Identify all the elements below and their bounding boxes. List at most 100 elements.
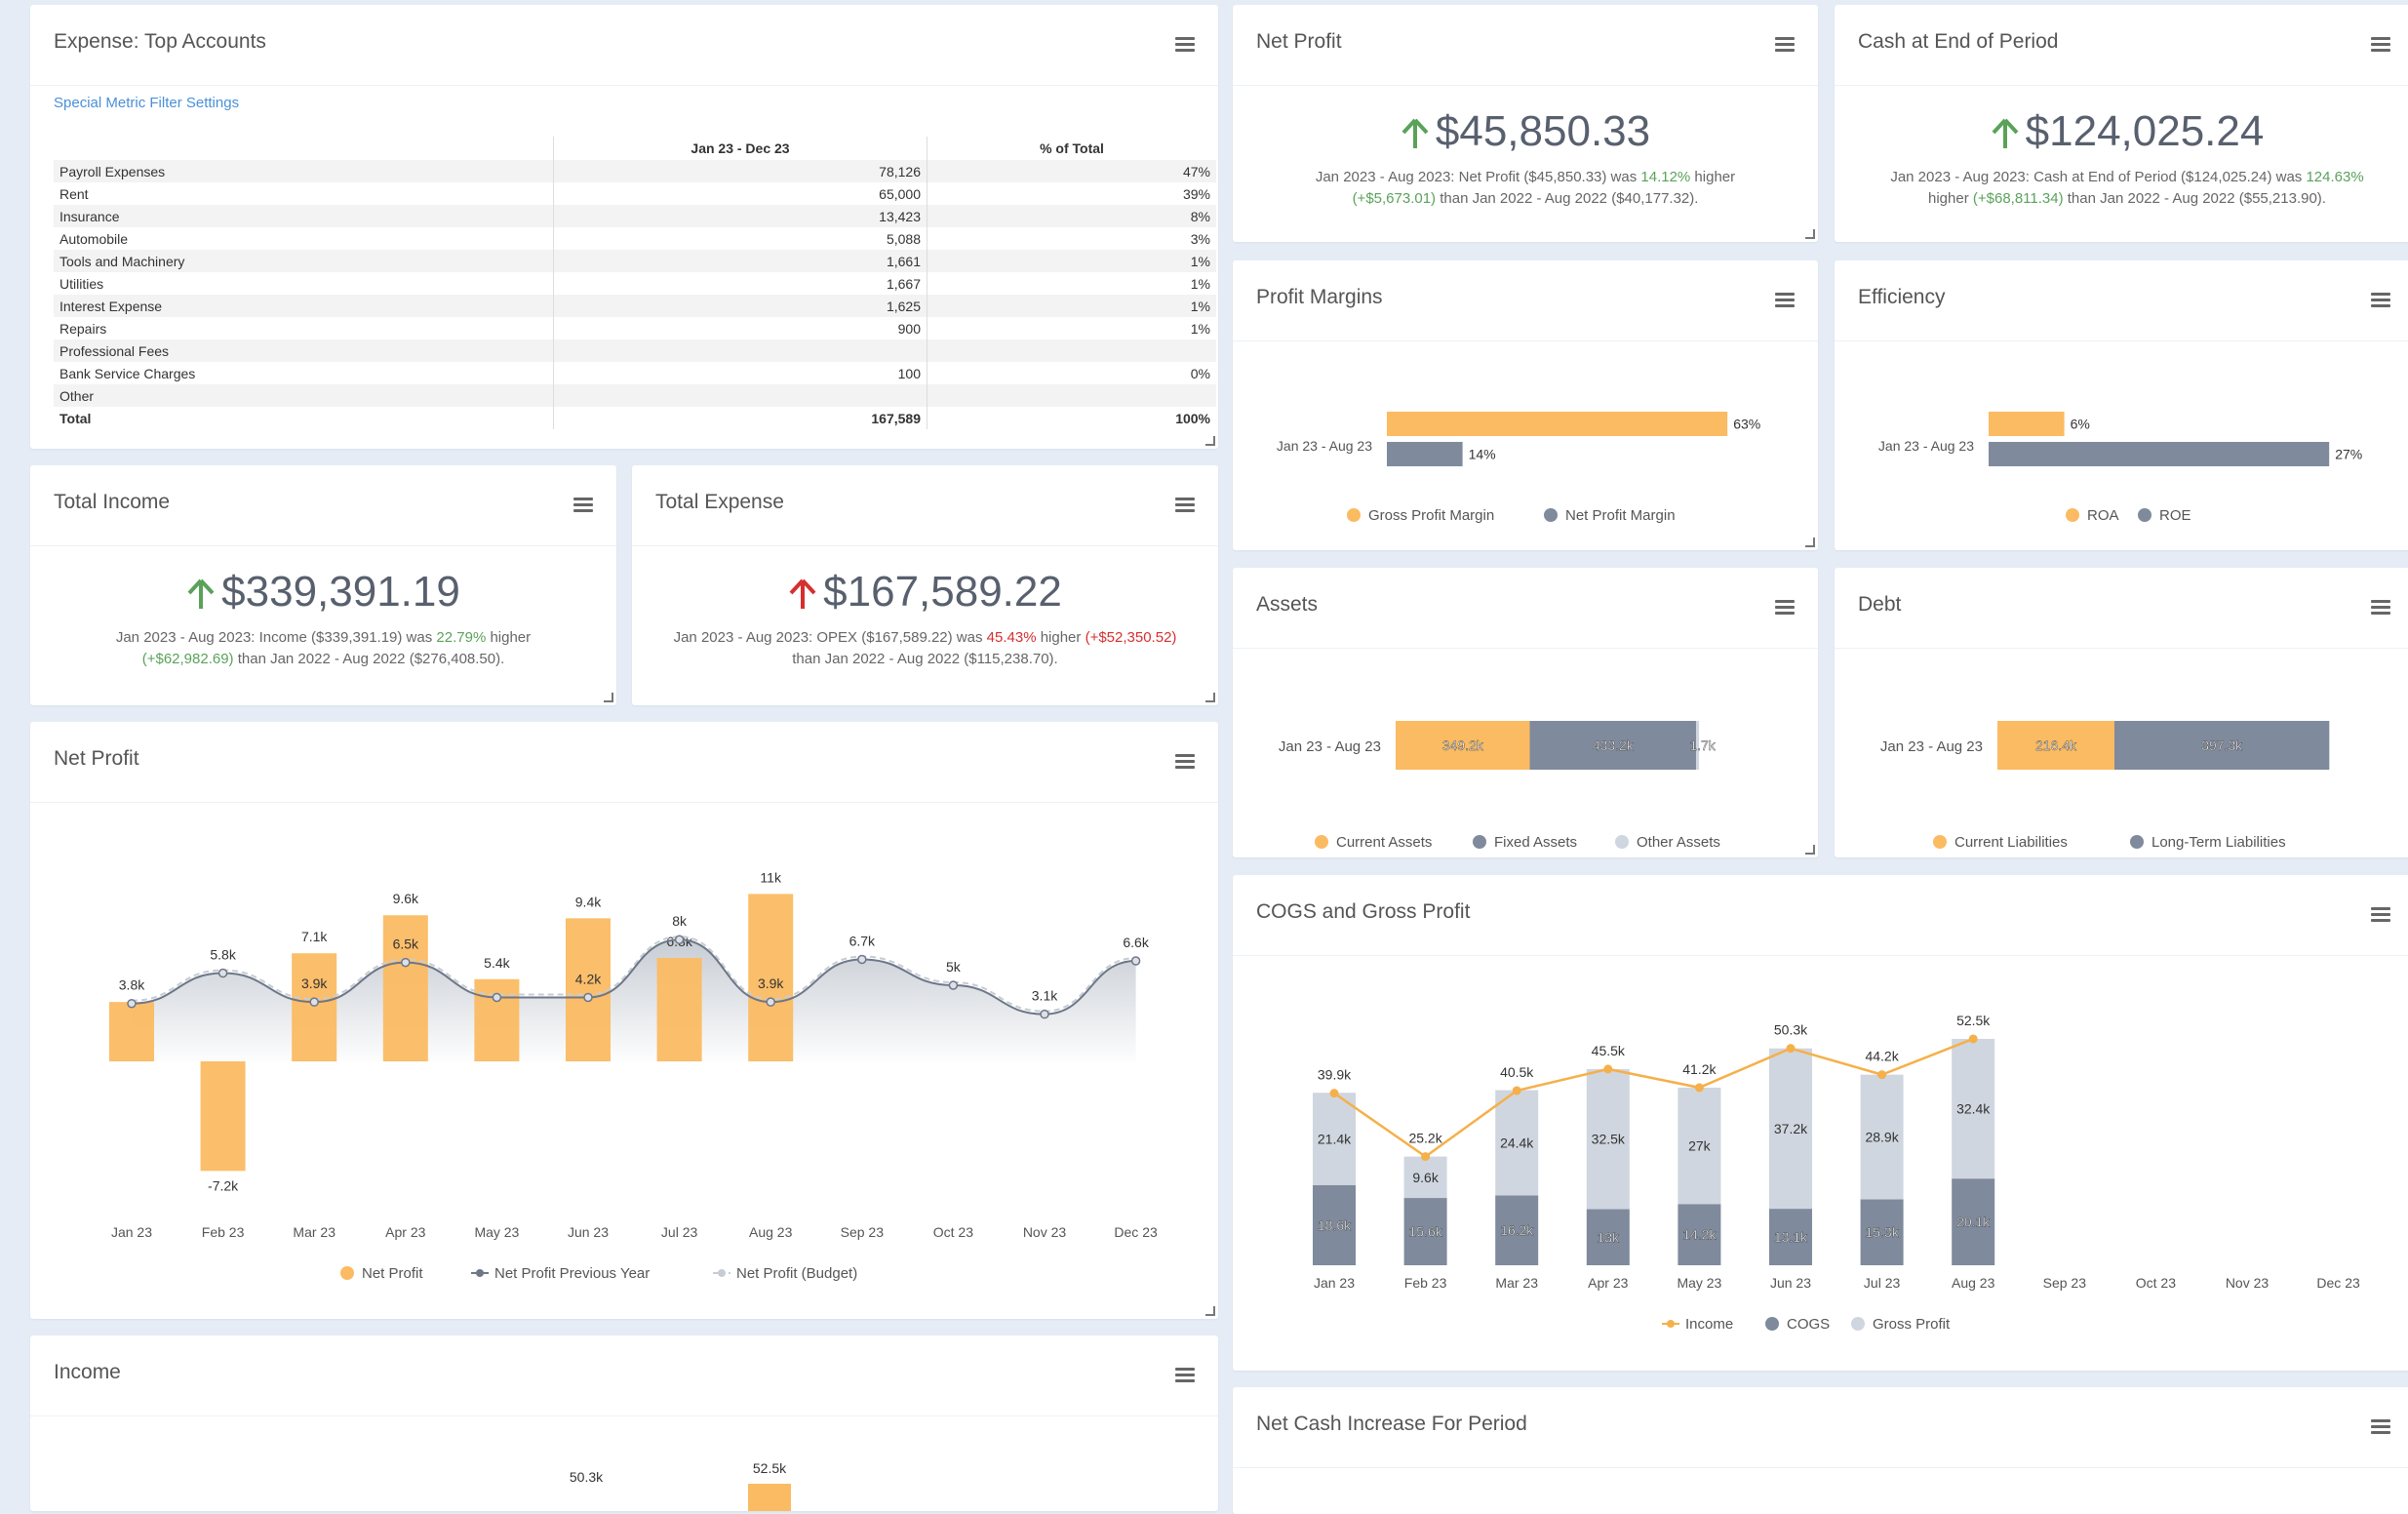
menu-icon[interactable]	[1175, 754, 1195, 769]
menu-icon[interactable]	[573, 498, 593, 512]
card-title: Income	[54, 1361, 121, 1383]
kpi-desc-text: Jan 2023 - Aug 2023: Net Profit ($45,850…	[1315, 169, 1641, 185]
column-header: Jan 23 - Dec 23	[553, 137, 928, 160]
x-tick-label: Jan 23	[111, 1224, 152, 1240]
kpi-desc-change: (+$5,673.01)	[1352, 190, 1437, 207]
menu-icon[interactable]	[2371, 600, 2390, 615]
legend-label: ROE	[2159, 507, 2191, 524]
resize-handle[interactable]	[1805, 845, 1815, 855]
bar-value-label: 14%	[1469, 447, 1496, 462]
budget-line	[131, 936, 1136, 1013]
card-title: Debt	[1858, 593, 1902, 616]
legend-marker-icon	[1933, 835, 1947, 849]
legend-label: Other Assets	[1637, 834, 1720, 851]
cogs-bar	[1586, 1209, 1630, 1265]
cogs-bar	[1860, 1199, 1904, 1265]
legend-label: COGS	[1787, 1316, 1830, 1333]
special-metric-filter-link[interactable]: Special Metric Filter Settings	[54, 95, 240, 111]
legend-marker-icon	[1347, 508, 1361, 522]
kpi-desc-pct: 45.43%	[986, 629, 1037, 646]
menu-icon[interactable]	[1175, 498, 1195, 512]
table-cell: Automobile	[59, 230, 129, 247]
legend-marker-icon	[1851, 1317, 1865, 1331]
card-title: Total Income	[54, 491, 171, 513]
menu-icon[interactable]	[2371, 37, 2390, 52]
x-tick-label: Apr 23	[385, 1224, 425, 1240]
menu-icon[interactable]	[2371, 293, 2390, 307]
line-value-label: 3.9k	[758, 976, 784, 991]
table-header-row: Jan 23 - Dec 23 % of Total	[54, 137, 1216, 160]
legend-marker-icon	[2138, 508, 2151, 522]
resize-handle[interactable]	[1205, 693, 1215, 702]
x-tick-label: May 23	[1677, 1275, 1721, 1291]
x-tick-label: Aug 23	[1952, 1275, 1995, 1291]
total-expense-card: Total Expense $167,589.22 Jan 2023 - Aug…	[632, 465, 1218, 705]
line-point	[492, 992, 502, 1003]
line-value-label: 5k	[946, 959, 962, 975]
debt-chart: Jan 23 - Aug 23 216.4k 397.3k Current Liabi…	[1880, 721, 2330, 851]
card-title: Efficiency	[1858, 286, 1946, 308]
efficiency-card: Efficiency Jan 23 - Aug 23 6% 27% ROA ROE	[1835, 260, 2408, 550]
income-value-label: 40.5k	[1500, 1064, 1534, 1080]
table-row: Repairs 900 1%	[54, 317, 1216, 339]
cogs-bar	[1495, 1195, 1539, 1265]
gross-profit-value-label: 27k	[1688, 1138, 1712, 1154]
table-row: Professional Fees	[54, 339, 1216, 362]
bar-value-label: 1.7k	[1689, 737, 1716, 753]
resize-handle[interactable]	[604, 693, 613, 702]
table-cell: 1,625	[553, 295, 928, 317]
line-value-label: 3.1k	[1032, 988, 1058, 1004]
table-cell: 8%	[927, 205, 1216, 227]
x-tick-label: Jan 23	[1314, 1275, 1355, 1291]
resize-handle[interactable]	[1205, 436, 1215, 446]
kpi-description: Jan 2023 - Aug 2023: OPEX ($167,589.22) …	[632, 627, 1218, 670]
menu-icon[interactable]	[1175, 1368, 1195, 1382]
line-point	[948, 980, 959, 990]
gross-profit-bar	[1678, 1087, 1721, 1205]
line-point	[309, 997, 319, 1007]
table-cell: Other	[54, 384, 554, 407]
income-value-label: 44.2k	[1865, 1049, 1899, 1064]
resize-handle[interactable]	[1205, 1306, 1215, 1316]
bar-value-label: 11k	[760, 869, 782, 885]
menu-icon[interactable]	[2371, 1419, 2390, 1434]
bar-segment	[2114, 721, 2330, 770]
legend-marker-icon	[2066, 508, 2079, 522]
kpi-amount: $45,850.33	[1435, 107, 1651, 155]
menu-icon[interactable]	[2371, 907, 2390, 922]
line-value-label: 6.7k	[849, 933, 876, 948]
card-header: Total Income	[30, 465, 616, 546]
table-row: Total 167,589 100%	[54, 407, 1216, 429]
income-point	[1603, 1064, 1613, 1074]
kpi-desc-text: higher	[1928, 190, 1973, 207]
line-point	[401, 957, 411, 968]
cogs-gross-profit-chart: 18.6k 21.4k 15.6k 9.6k 16.2k 24.4k 13k 32.5k 14.…	[1313, 1013, 2360, 1333]
total-income-card: Total Income $339,391.19 Jan 2023 - Aug …	[30, 465, 616, 705]
table-cell: 167,589	[553, 407, 928, 429]
menu-icon[interactable]	[1775, 600, 1795, 615]
menu-icon[interactable]	[1775, 293, 1795, 307]
line-value-label: 5.8k	[210, 947, 236, 963]
legend-label: Net Profit (Budget)	[736, 1265, 857, 1282]
kpi-desc-text: than Jan 2022 - Aug 2022 ($40,177.32).	[1436, 190, 1699, 207]
kpi-desc-text: than Jan 2022 - Aug 2022 ($115,238.70).	[792, 651, 1058, 667]
line-point	[1130, 956, 1141, 966]
bar-segment	[1396, 721, 1530, 770]
card-header: Expense: Top Accounts	[30, 5, 1218, 86]
menu-icon[interactable]	[1175, 37, 1195, 52]
resize-handle[interactable]	[1805, 229, 1815, 239]
menu-icon[interactable]	[1775, 37, 1795, 52]
x-tick-label: Sep 23	[2043, 1275, 2087, 1291]
resize-handle[interactable]	[1805, 538, 1815, 547]
table-row: Utilities 1,667 1%	[54, 272, 1216, 295]
x-tick-label: Jul 23	[661, 1224, 698, 1240]
card-header: Net Profit	[1233, 5, 1818, 86]
bar-value-label: 397.3k	[2201, 737, 2243, 753]
table-row: Automobile 5,088 3%	[54, 227, 1216, 250]
profit-margins-card: Profit Margins Jan 23 - Aug 23 63% 14% Gros…	[1233, 260, 1818, 550]
table-cell: 900	[553, 317, 928, 339]
line-point	[857, 954, 867, 965]
card-header: Net Profit	[30, 722, 1218, 803]
cogs-value-label: 18.6k	[1318, 1217, 1352, 1233]
table-cell: Repairs	[59, 320, 107, 337]
